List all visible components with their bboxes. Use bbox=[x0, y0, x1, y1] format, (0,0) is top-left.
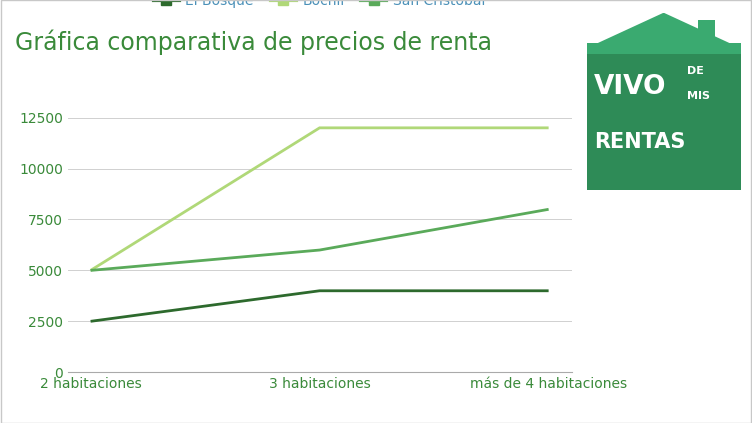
FancyBboxPatch shape bbox=[587, 48, 741, 190]
Text: VIVO: VIVO bbox=[594, 74, 667, 100]
Text: MIS: MIS bbox=[687, 91, 710, 101]
FancyBboxPatch shape bbox=[698, 20, 714, 45]
Text: Gráfica comparativa de precios de renta: Gráfica comparativa de precios de renta bbox=[15, 30, 492, 55]
Polygon shape bbox=[587, 13, 741, 48]
Text: RENTAS: RENTAS bbox=[594, 132, 686, 152]
FancyBboxPatch shape bbox=[587, 43, 741, 54]
Text: DE: DE bbox=[687, 66, 704, 76]
Legend: El Bosque, Bochil, San Cristóbal: El Bosque, Bochil, San Cristóbal bbox=[148, 0, 491, 14]
